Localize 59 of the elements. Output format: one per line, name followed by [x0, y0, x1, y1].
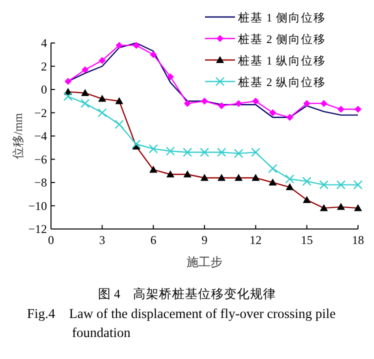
point	[234, 148, 244, 158]
y-tick-label: 4	[41, 36, 47, 50]
point	[268, 164, 278, 174]
point	[337, 106, 344, 113]
point	[98, 56, 106, 64]
y-tick-label: −8	[34, 176, 47, 190]
x-tick-label: 12	[250, 233, 262, 247]
point	[200, 148, 210, 157]
x-tick-label: 9	[202, 233, 208, 247]
legend-label: 桩基 2 侧向位移	[237, 32, 326, 46]
point	[218, 102, 226, 110]
y-tick-label: −12	[28, 222, 47, 236]
point	[286, 114, 294, 121]
point	[320, 100, 328, 107]
point	[114, 120, 124, 129]
x-tick-label: 18	[352, 233, 364, 247]
legend-label: 桩基 2 纵向位移	[237, 75, 326, 89]
x-tick-label: 15	[300, 233, 313, 247]
point	[319, 180, 328, 190]
caption: Fig.4 Law of the displacement of fly-over crossing pile foundation	[27, 306, 336, 340]
point	[235, 100, 242, 107]
legend-label: 桩基 1 侧向位移	[237, 10, 326, 24]
legend-label: 桩基 1 纵向位移	[237, 54, 326, 68]
point	[80, 98, 90, 108]
point	[201, 98, 208, 105]
caption: 图 4 高架桥桩基位移变化规律	[98, 286, 276, 301]
point	[285, 174, 294, 184]
x-tick-label: 6	[150, 233, 156, 247]
point	[116, 42, 123, 49]
point	[251, 148, 260, 157]
point	[302, 176, 312, 186]
point	[303, 100, 310, 107]
point	[132, 140, 141, 149]
x-tick-label: 3	[99, 233, 106, 247]
point	[252, 98, 260, 105]
point	[336, 180, 346, 190]
y-tick-label: −4	[34, 129, 47, 143]
point	[182, 148, 192, 157]
y-tick-label: −2	[34, 106, 47, 120]
point	[269, 109, 276, 116]
point	[184, 100, 191, 107]
point	[353, 180, 363, 190]
x-axis-title: 施工步	[186, 255, 222, 269]
y-tick-label: 2	[41, 59, 47, 74]
point	[98, 108, 107, 118]
point	[166, 146, 175, 156]
point	[150, 51, 157, 58]
point	[216, 148, 226, 157]
point	[148, 144, 158, 154]
point	[64, 78, 72, 85]
y-tick-label: −10	[28, 198, 47, 213]
y-tick-label: 0	[41, 82, 47, 96]
point	[166, 73, 174, 80]
y-axis-title: 位移/mm	[11, 112, 25, 160]
point	[63, 92, 73, 102]
point	[132, 42, 140, 49]
point	[82, 66, 89, 74]
y-tick-label: −6	[34, 152, 47, 166]
point	[354, 106, 362, 113]
